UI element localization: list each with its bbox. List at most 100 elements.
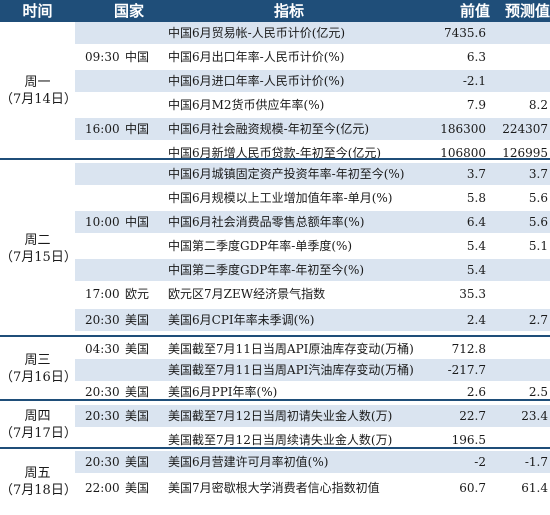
day-date: （7月18日）	[0, 483, 77, 498]
indicator-name: 美国截至7月11日当周API汽油库存变动(万桶)	[168, 363, 414, 377]
group-divider	[0, 335, 550, 337]
previous-value: 6.4	[466, 215, 486, 229]
time-country-cell	[75, 259, 158, 281]
day-of-week: 周五	[24, 466, 51, 481]
table-row: 中国第二季度GDP年率-年初至今(%) 5.4	[75, 259, 550, 281]
indicator-name: 中国6月出口年率-人民币计价(%)	[168, 50, 345, 64]
day-group: 周一 （7月14日） 中国6月贸易帐-人民币计价(亿元) 7435.6 09:30 中国中…	[0, 22, 550, 160]
time-country-cell	[75, 94, 158, 116]
release-time: 17:00	[85, 287, 120, 301]
country: 中国	[125, 122, 150, 136]
previous-value: 2.4	[466, 313, 486, 327]
table-row: 中国6月新增人民币贷款-年初至今(亿元) 106800 126995	[75, 142, 550, 164]
forecast-value: 8.2	[528, 98, 548, 112]
previous-value: 5.4	[466, 263, 486, 277]
forecast-value: 126995	[502, 146, 548, 160]
country: 美国	[125, 455, 150, 469]
release-time: 09:30	[85, 50, 120, 64]
time-country-cell	[75, 22, 158, 44]
forecast-value	[490, 283, 550, 305]
indicator-name: 中国6月社会消费品零售总额年率(%)	[168, 215, 365, 229]
indicator-name: 美国6月PPI年率(%)	[168, 385, 278, 399]
table-row: 美国截至7月12日当周续请失业金人数(万) 196.5	[75, 429, 550, 451]
indicator-name: 美国6月CPI年率未季调(%)	[168, 313, 315, 327]
day-date: （7月16日）	[0, 370, 77, 385]
previous-value: 3.7	[466, 167, 486, 181]
table-row: 10:00 中国 中国6月社会消费品零售总额年率(%) 6.4 5.6	[75, 211, 550, 233]
time-country-cell	[75, 70, 158, 92]
forecast-value	[490, 22, 550, 44]
time-country-cell	[75, 163, 158, 185]
table-row: 20:30 美国 美国截至7月12日当周初请失业金人数(万) 22.7 23.4	[75, 405, 550, 427]
indicator-name: 中国6月M2货币供应年率(%)	[168, 98, 325, 112]
indicator-name: 欧元区7月ZEW经济景气指数	[168, 287, 326, 301]
indicator-name: 中国6月进口年率-人民币计价(%)	[168, 74, 345, 88]
forecast-value: -1.7	[524, 455, 548, 469]
previous-value: 60.7	[459, 481, 486, 495]
previous-value: 712.8	[451, 342, 486, 356]
indicator-name: 中国6月城镇固定资产投资年率-年初至今(%)	[168, 167, 405, 181]
day-of-week: 周一	[24, 75, 51, 90]
day-group: 周五 （7月18日） 20:30 美国 美国6月营建许可月率初值(%) -2 -1.7 22:…	[0, 449, 550, 515]
previous-value: 196.5	[451, 433, 486, 447]
table-row: 中国第二季度GDP年率-单季度(%) 5.4 5.1	[75, 235, 550, 257]
forecast-value: 5.1	[528, 239, 548, 253]
forecast-value	[490, 338, 550, 360]
country: 美国	[125, 313, 150, 327]
forecast-value	[490, 359, 550, 381]
table-row: 20:30 美国 美国6月营建许可月率初值(%) -2 -1.7	[75, 451, 550, 473]
country: 美国	[125, 385, 150, 399]
day-of-week: 周二	[24, 232, 51, 248]
release-time: 20:30	[85, 455, 120, 469]
forecast-value	[490, 259, 550, 281]
time-country-cell: 04:30 美国	[75, 338, 158, 360]
table-row: 16:00 中国 中国6月社会融资规模-年初至今(亿元) 186300 224307	[75, 118, 550, 140]
time-country-cell: 09:30 中国	[75, 46, 158, 68]
release-time: 10:00	[85, 215, 120, 229]
previous-value: 106800	[440, 146, 486, 160]
forecast-value: 23.4	[521, 409, 548, 423]
indicator-name: 中国6月规模以上工业增加值年率-单月(%)	[168, 191, 393, 205]
indicator-name: 中国第二季度GDP年率-单季度(%)	[168, 239, 353, 253]
group-divider	[0, 158, 550, 160]
indicator-name: 中国6月新增人民币贷款-年初至今(亿元)	[168, 146, 382, 160]
table-row: 20:30 美国 美国6月PPI年率(%) 2.6 2.5	[75, 381, 550, 403]
day-label: 周四 （7月17日）	[0, 401, 77, 449]
header-country: 国家	[113, 2, 144, 20]
forecast-value: 5.6	[528, 191, 548, 205]
time-country-cell	[75, 235, 158, 257]
day-date: （7月17日）	[0, 426, 77, 441]
table-row: 04:30 美国 美国截至7月11日当周API原油库存变动(万桶) 712.8	[75, 338, 550, 360]
indicator-name: 美国截至7月11日当周API原油库存变动(万桶)	[168, 342, 414, 356]
day-of-week: 周四	[24, 409, 51, 424]
forecast-value	[490, 46, 550, 68]
table-row: 中国6月规模以上工业增加值年率-单月(%) 5.8 5.6	[75, 187, 550, 209]
time-country-cell: 20:30 美国	[75, 405, 158, 427]
time-country-cell: 20:30 美国	[75, 381, 158, 403]
header-forecast: 预测值	[504, 2, 550, 20]
table-row: 20:30 美国 美国6月CPI年率未季调(%) 2.4 2.7	[75, 309, 550, 331]
release-time: 20:30	[85, 409, 120, 423]
day-date: （7月15日）	[0, 249, 77, 265]
release-time: 04:30	[85, 342, 120, 356]
forecast-value: 61.4	[521, 481, 548, 495]
day-group: 周三 （7月16日） 04:30 美国 美国截至7月11日当周API原油库存变动(万桶)…	[0, 337, 550, 401]
header-time: 时间	[22, 2, 53, 20]
time-country-cell: 10:00 中国	[75, 211, 158, 233]
table-row: 中国6月贸易帐-人民币计价(亿元) 7435.6	[75, 22, 550, 44]
time-country-cell: 22:00 美国	[75, 477, 158, 499]
header-indicator: 指标	[273, 2, 304, 20]
forecast-value: 2.5	[528, 385, 548, 399]
time-country-cell: 17:00欧元区	[75, 283, 158, 323]
country: 美国	[125, 409, 150, 423]
previous-value: 5.8	[466, 191, 486, 205]
forecast-value: 3.7	[528, 167, 548, 181]
time-country-cell	[75, 187, 158, 209]
indicator-name: 美国6月营建许可月率初值(%)	[168, 455, 329, 469]
day-group: 周二 （7月15日） 中国6月城镇固定资产投资年率-年初至今(%) 3.7 3.7 中国6…	[0, 160, 550, 337]
table-header: 时间 国家 指标 前值 预测值	[0, 0, 550, 22]
group-divider	[0, 399, 550, 401]
day-label: 周三 （7月16日）	[0, 337, 77, 401]
country: 美国	[125, 342, 150, 356]
previous-value: 35.3	[459, 287, 486, 301]
